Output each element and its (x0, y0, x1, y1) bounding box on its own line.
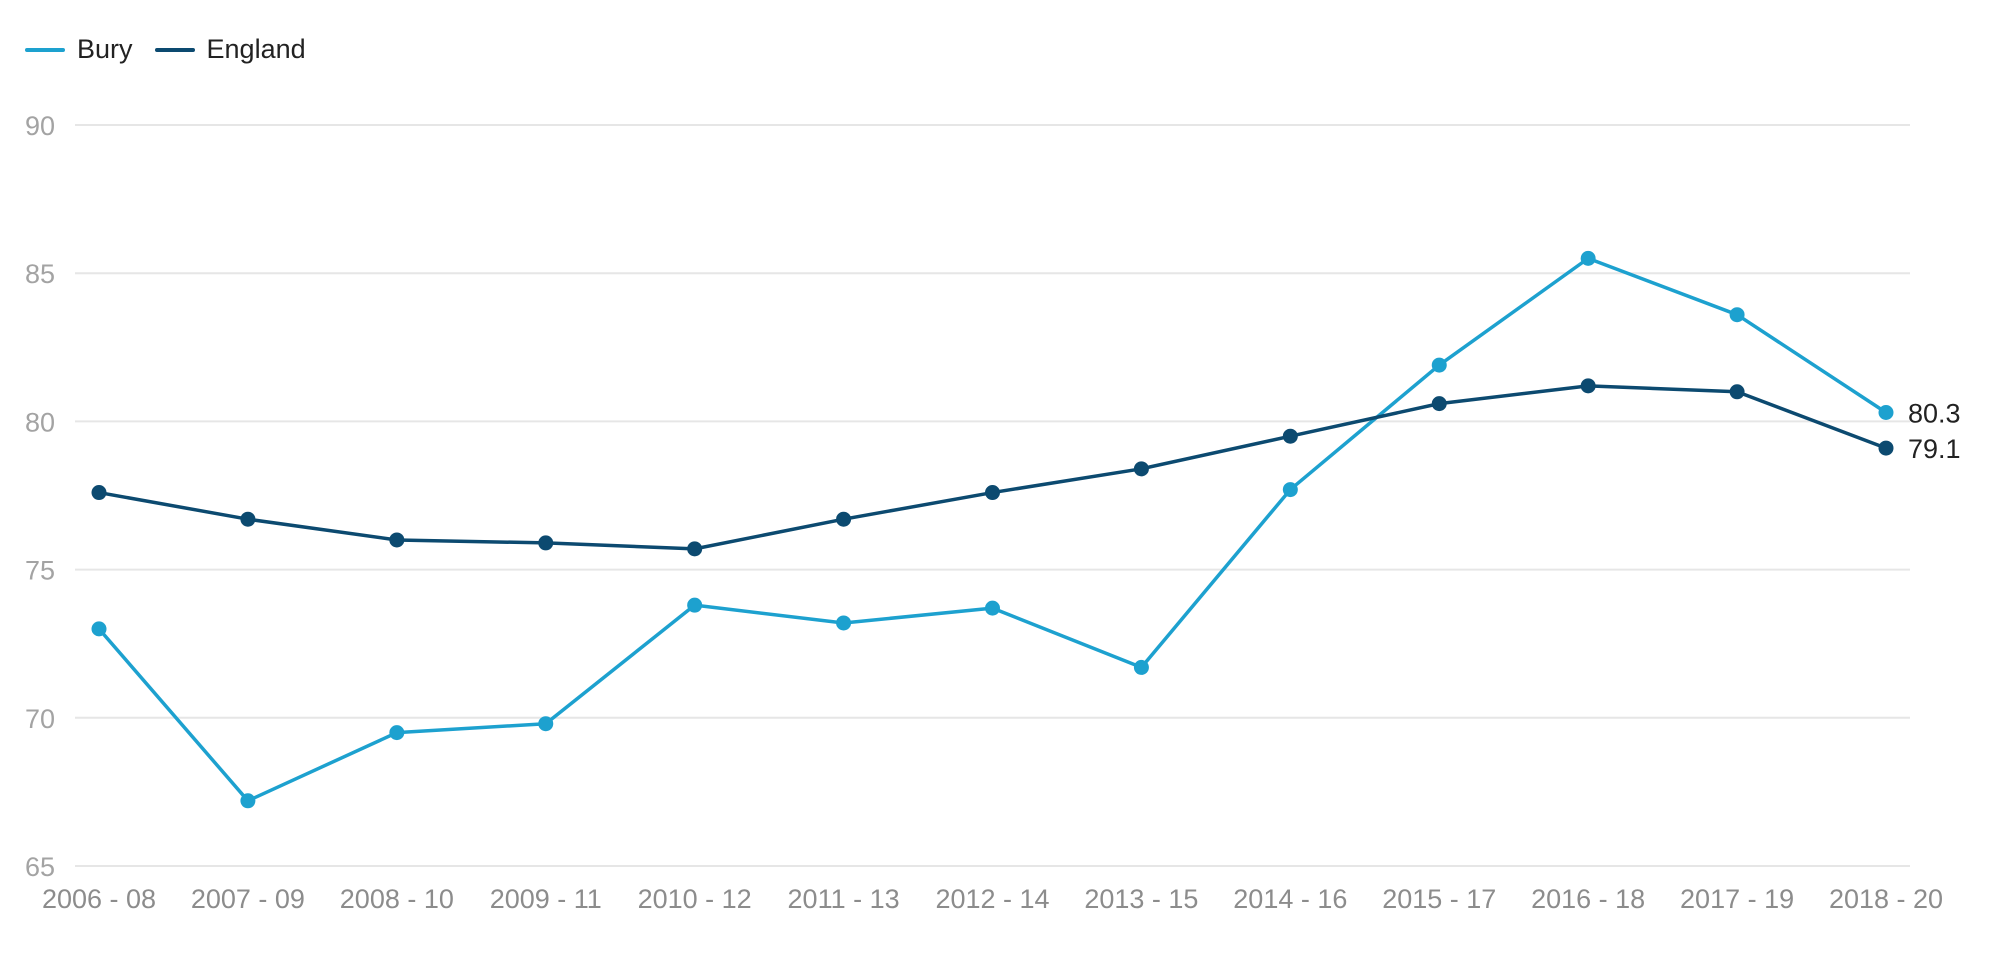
data-point-bury-9 (1431, 357, 1447, 373)
x-tick-label-12: 2018 - 20 (1829, 884, 1943, 914)
x-tick-label-1: 2007 - 09 (191, 884, 305, 914)
end-label-bury: 80.3 (1908, 399, 1961, 429)
y-tick-label-85: 85 (25, 259, 55, 289)
legend-label-england: England (206, 34, 306, 64)
data-point-england-0 (91, 485, 107, 501)
legend-swatch-bury (25, 47, 65, 52)
data-point-england-10 (1580, 378, 1596, 394)
x-tick-label-10: 2016 - 18 (1531, 884, 1645, 914)
end-label-england: 79.1 (1908, 434, 1961, 464)
data-point-bury-12 (1878, 405, 1894, 421)
data-point-england-5 (836, 511, 852, 527)
data-point-bury-7 (1133, 659, 1149, 675)
x-tick-label-2: 2008 - 10 (340, 884, 454, 914)
data-point-bury-10 (1580, 250, 1596, 266)
legend: Bury England (25, 34, 328, 65)
y-axis: 65 70 75 80 85 90 (25, 111, 55, 882)
data-point-england-1 (240, 511, 256, 527)
x-tick-label-9: 2015 - 17 (1382, 884, 1496, 914)
data-point-england-2 (389, 532, 405, 548)
x-tick-label-3: 2009 - 11 (490, 884, 602, 914)
data-point-bury-11 (1729, 307, 1745, 323)
x-tick-label-5: 2011 - 13 (788, 884, 900, 914)
y-tick-label-70: 70 (25, 704, 55, 734)
data-point-england-11 (1729, 384, 1745, 400)
data-point-england-3 (538, 535, 554, 551)
legend-label-bury: Bury (77, 34, 133, 64)
data-point-england-4 (687, 541, 703, 557)
gridlines (75, 124, 1910, 867)
data-point-england-8 (1282, 428, 1298, 444)
y-tick-label-80: 80 (25, 407, 55, 437)
data-point-bury-4 (687, 597, 703, 613)
x-tick-label-0: 2006 - 08 (42, 884, 156, 914)
data-point-bury-1 (240, 793, 256, 809)
data-point-england-12 (1878, 440, 1894, 456)
data-point-bury-6 (985, 600, 1000, 616)
y-tick-label-90: 90 (25, 111, 55, 141)
x-axis: 2006 - 08 2007 - 09 2008 - 10 2009 - 11 2010… (42, 884, 1943, 914)
x-tick-label-4: 2010 - 12 (638, 884, 752, 914)
legend-item-england: England (154, 34, 306, 65)
y-tick-label-75: 75 (25, 556, 55, 586)
data-point-bury-3 (538, 716, 554, 732)
x-tick-label-8: 2014 - 16 (1233, 884, 1347, 914)
data-point-england-6 (985, 485, 1000, 501)
data-point-england-7 (1133, 461, 1149, 477)
data-point-bury-5 (836, 615, 852, 631)
legend-swatch-england (154, 47, 195, 52)
data-point-bury-8 (1282, 482, 1298, 498)
y-tick-label-65: 65 (25, 852, 55, 882)
end-labels: 80.3 79.1 (1908, 399, 1961, 465)
x-tick-label-7: 2013 - 15 (1084, 884, 1198, 914)
series-line-bury (97, 256, 1888, 803)
series-group (91, 250, 1894, 809)
series-line-england (97, 384, 1888, 551)
data-point-bury-0 (91, 621, 107, 637)
data-point-bury-2 (389, 725, 405, 741)
x-tick-label-6: 2012 - 14 (935, 884, 1049, 914)
legend-item-bury: Bury (25, 34, 133, 65)
x-tick-label-11: 2017 - 19 (1680, 884, 1794, 914)
data-point-england-9 (1431, 396, 1447, 412)
